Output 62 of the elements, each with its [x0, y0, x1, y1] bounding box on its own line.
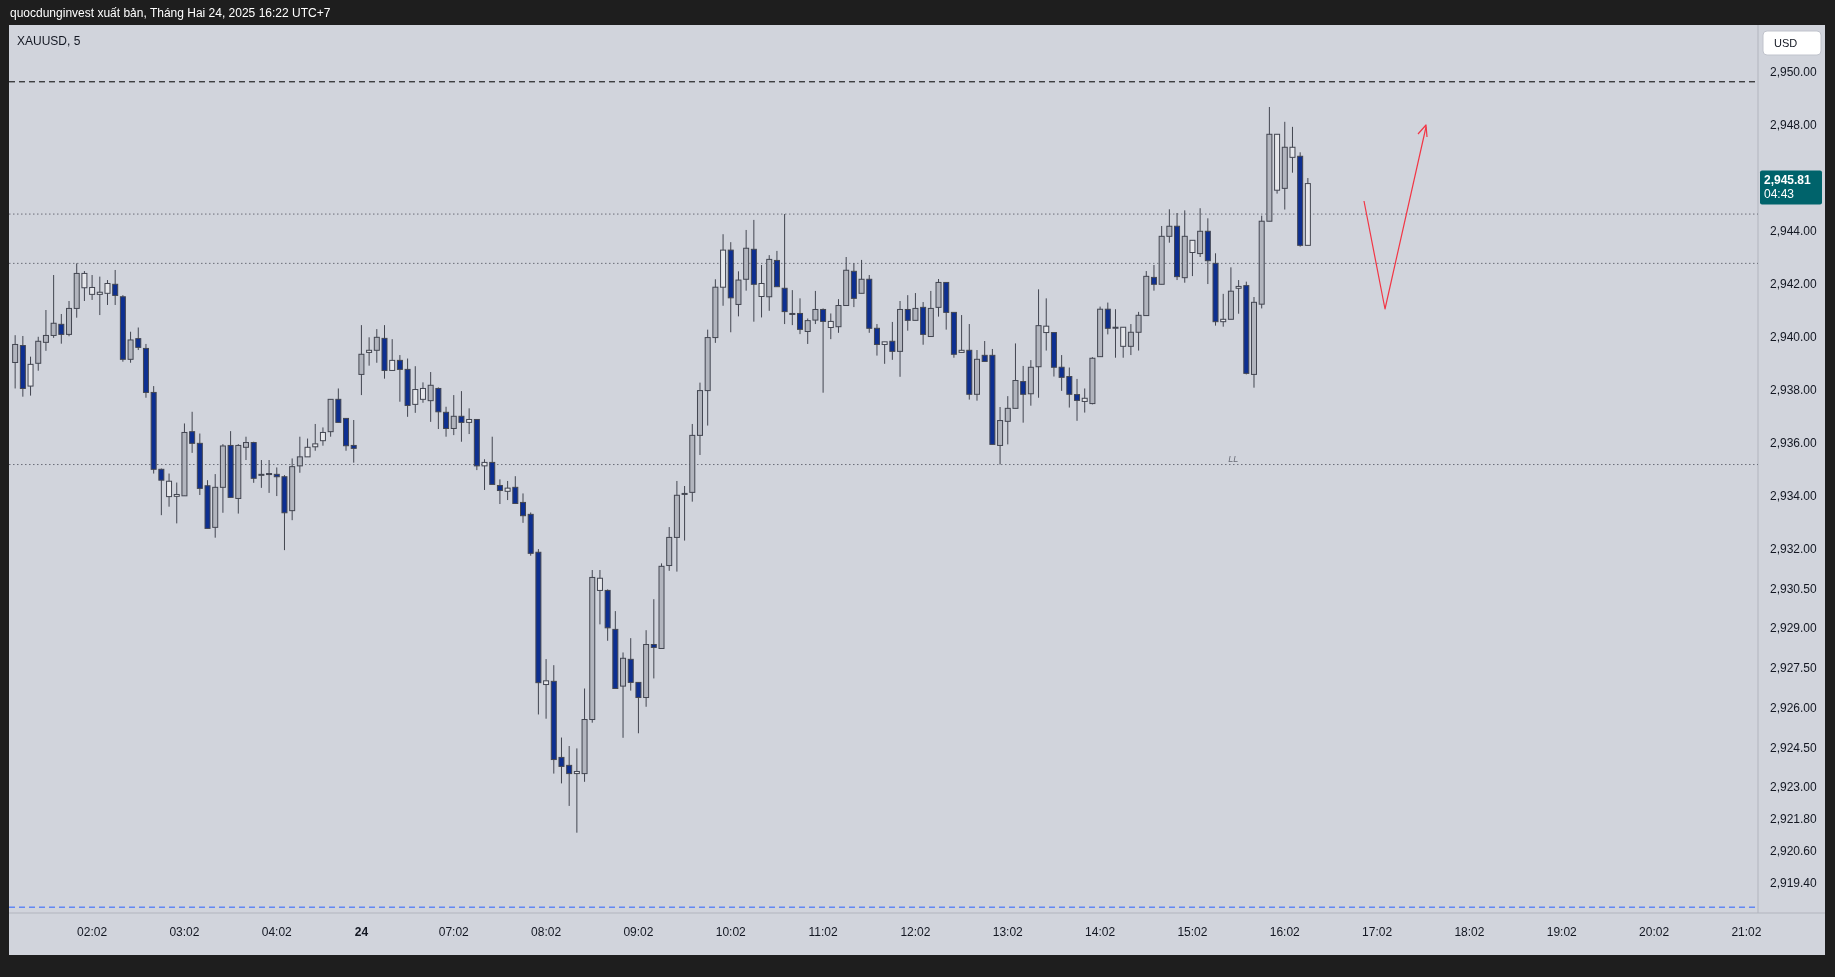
- x-tick-label: 07:02: [438, 925, 470, 940]
- y-tick-label: 2,932.00: [1770, 541, 1818, 556]
- x-tick-label: 14:02: [1085, 925, 1116, 940]
- text: 2,945.81: [1764, 172, 1812, 187]
- x-tick-label: 04:02: [261, 925, 293, 940]
- candlestick: [358, 324, 365, 396]
- ref-line-label: LL: [1228, 453, 1239, 464]
- x-tick-label: 08:02: [531, 925, 562, 940]
- y-axis-title: USD: [1774, 36, 1798, 49]
- x-tick-label: 18:02: [1454, 925, 1485, 940]
- y-tick-label: 2,919.40: [1770, 875, 1818, 890]
- x-tick-label: 19:02: [1546, 925, 1578, 940]
- candlestick: [520, 492, 526, 524]
- x-tick-label: 12:02: [900, 925, 931, 940]
- y-tick-label: 2,944.00: [1770, 223, 1818, 238]
- x-tick-label: 02:02: [77, 925, 108, 940]
- candlestick: [443, 406, 450, 438]
- candlestick: [789, 289, 796, 326]
- text: XAUUSD, 5: [17, 34, 81, 48]
- x-tick-label: 20:02: [1639, 925, 1670, 940]
- candlestick: [319, 426, 326, 447]
- y-tick-label: 2,942.00: [1770, 276, 1818, 291]
- candlestick: [797, 297, 804, 335]
- x-tick-label: 24: [354, 925, 369, 940]
- candlestick: [243, 436, 249, 461]
- x-tick-label: 11:02: [808, 925, 838, 940]
- y-tick-label: 2,926.00: [1770, 700, 1818, 715]
- y-tick-label: 2,923.00: [1770, 780, 1818, 795]
- candlestick: [12, 334, 19, 389]
- y-tick-label: 2,929.00: [1770, 621, 1818, 636]
- y-tick-label: 2,920.60: [1770, 843, 1818, 858]
- candlestick: [1074, 378, 1081, 422]
- x-tick-label: 15:02: [1177, 925, 1208, 940]
- y-tick-label: 2,924.50: [1770, 740, 1818, 755]
- candlestick: [419, 381, 426, 404]
- y-tick-label: 2,950.00: [1770, 64, 1818, 79]
- y-tick-label: 2,934.00: [1770, 488, 1818, 503]
- x-tick-label: 16:02: [1269, 925, 1301, 940]
- candlestick: [312, 423, 319, 452]
- x-tick-label: 09:02: [623, 925, 654, 940]
- candlestick: [681, 485, 688, 542]
- candlestick: [35, 336, 42, 372]
- y-tick-label: 2,940.00: [1770, 329, 1818, 344]
- candlestick: [873, 323, 880, 357]
- candlestick: [350, 419, 357, 464]
- x-tick-label: 13:02: [992, 925, 1024, 940]
- y-tick-label: 2,948.00: [1770, 117, 1818, 132]
- x-tick-label: 17:02: [1362, 925, 1393, 940]
- y-tick-label: 2,930.50: [1770, 581, 1818, 596]
- x-tick-label: 21:02: [1731, 925, 1762, 940]
- y-tick-label: 2,936.00: [1770, 435, 1818, 450]
- text: 04:43: [1764, 186, 1795, 201]
- y-tick-label: 2,938.00: [1770, 382, 1818, 397]
- x-tick-label: 10:02: [715, 925, 747, 940]
- candlestick: [366, 336, 373, 367]
- y-tick-label: 2,921.80: [1770, 812, 1818, 827]
- y-tick-label: 2,927.50: [1770, 661, 1818, 676]
- x-tick-label: 03:02: [169, 925, 200, 940]
- candlestick: [1150, 264, 1157, 292]
- candlestick: [781, 213, 788, 325]
- text: quocdunginvest xuất bản, Tháng Hai 24, 2025 16:22 UTC+7: [10, 6, 331, 20]
- candlestick: [166, 473, 173, 508]
